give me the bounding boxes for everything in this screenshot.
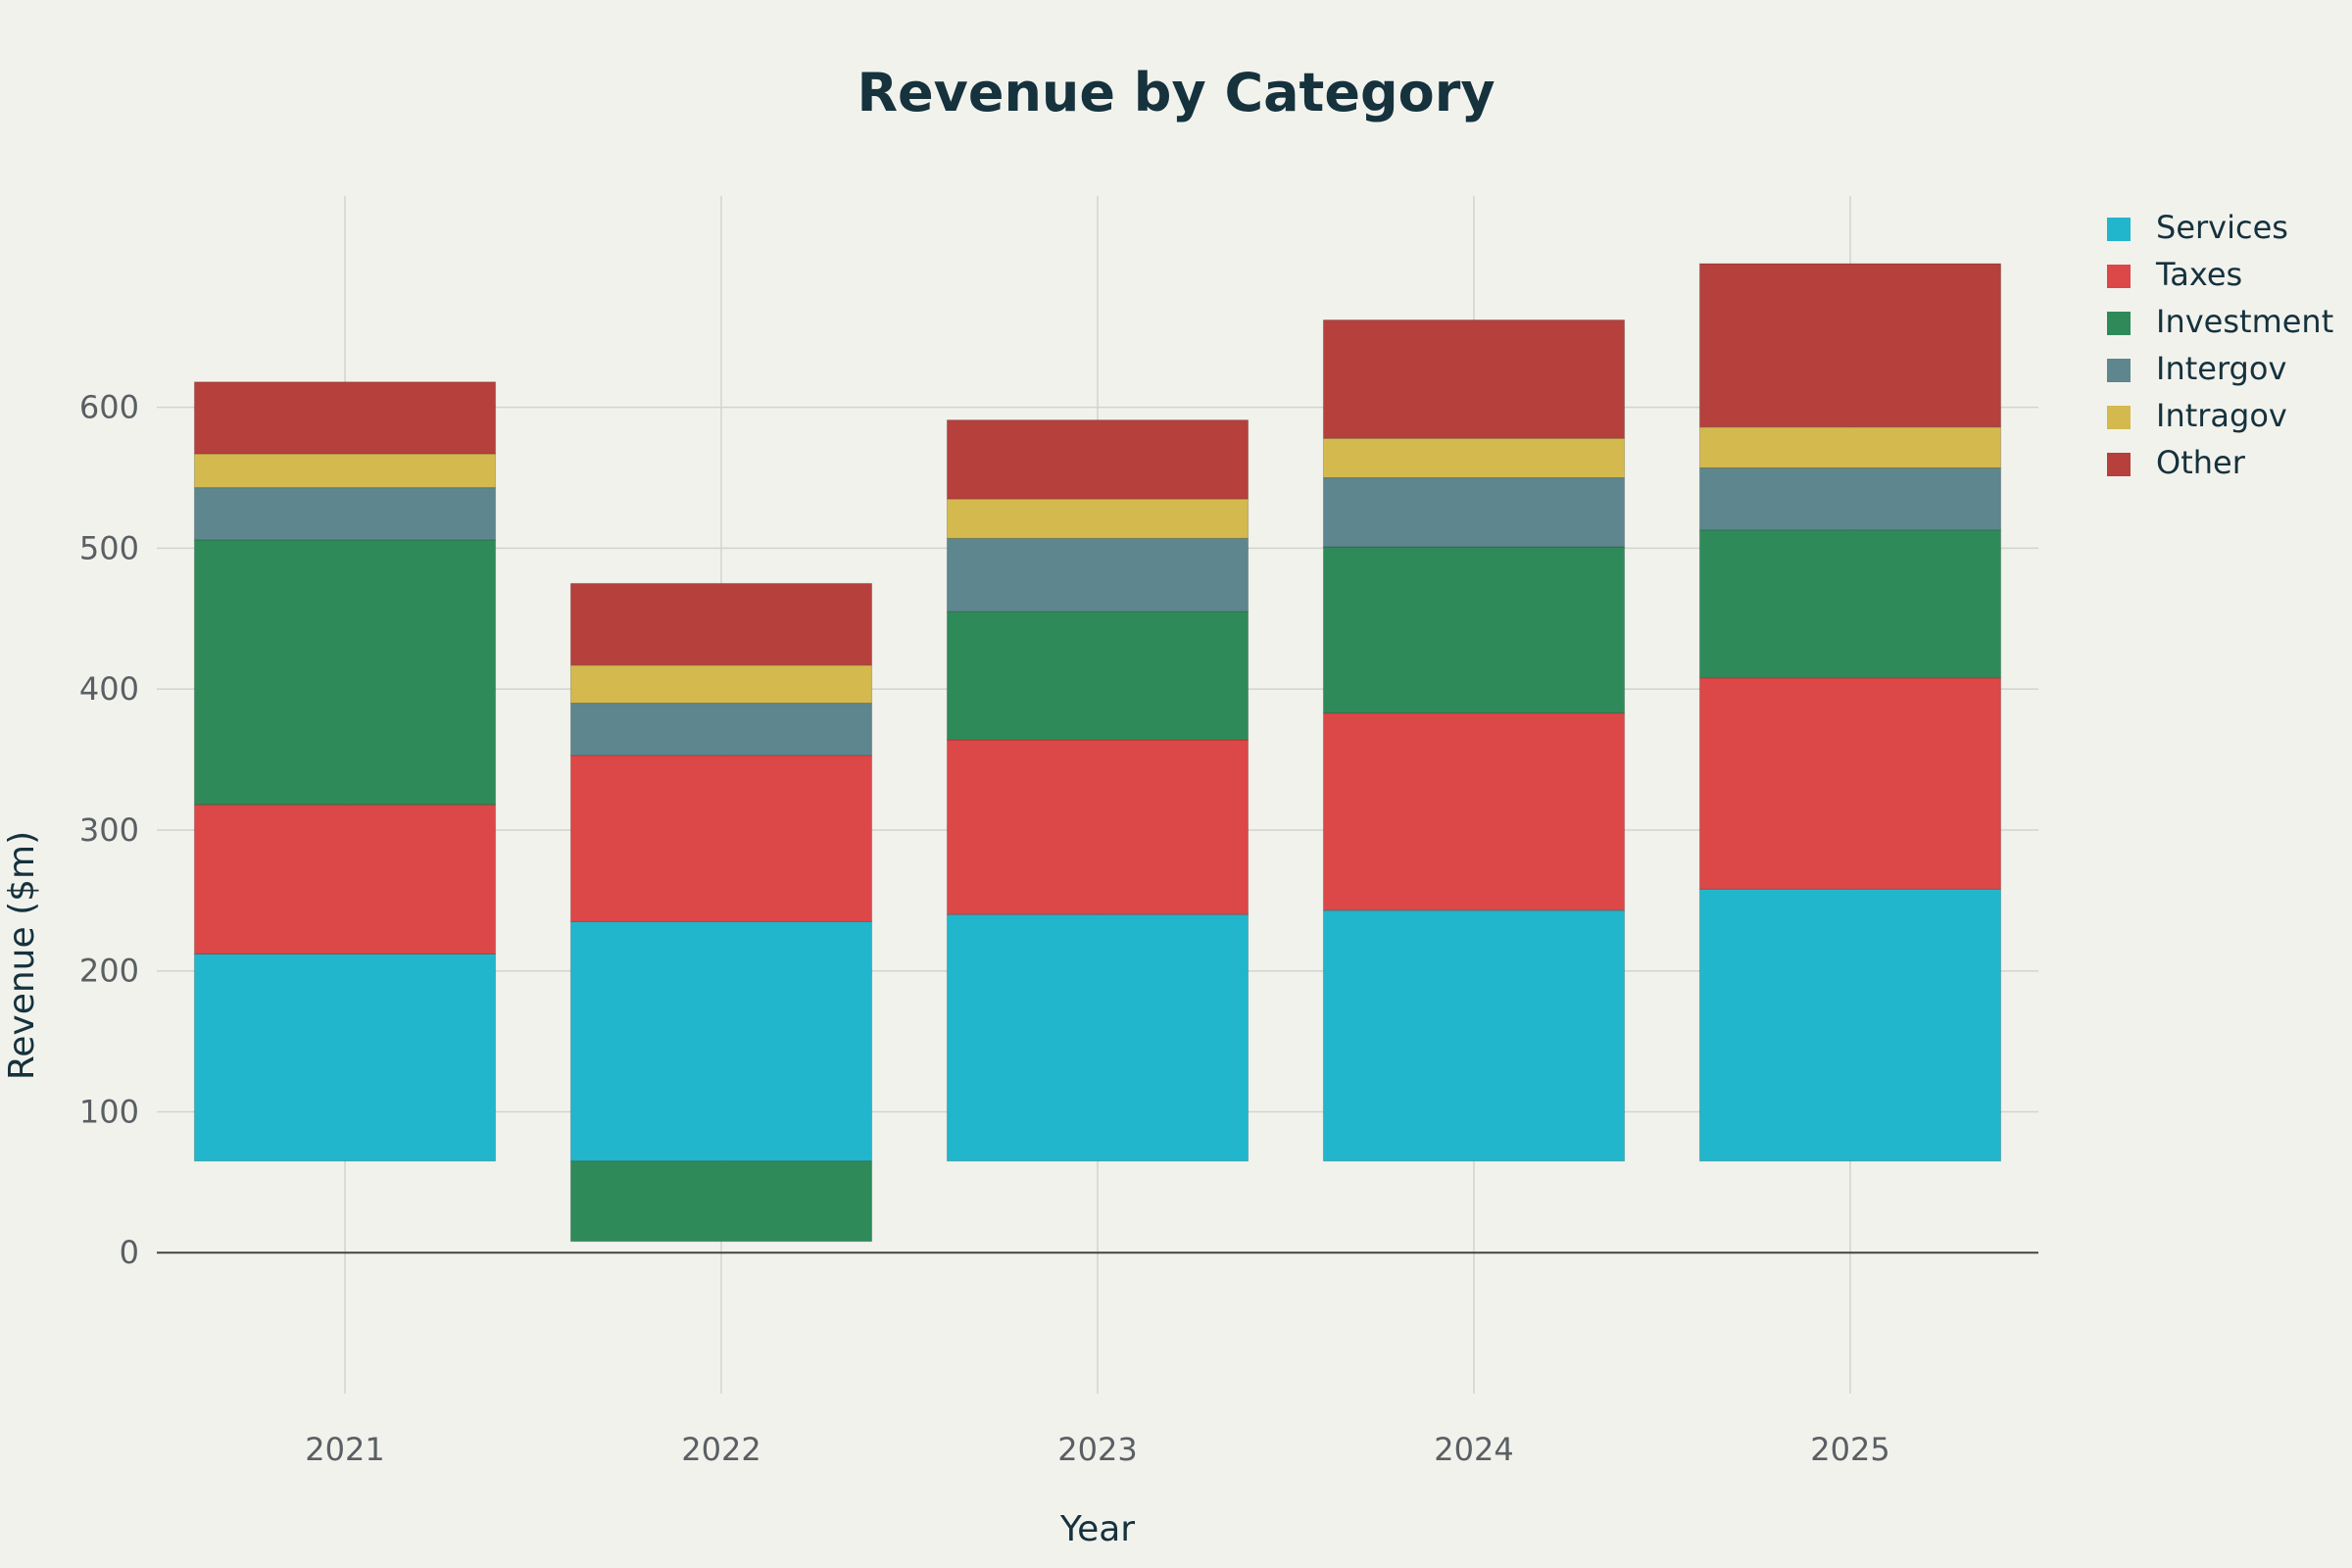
y-tick-label: 400 — [79, 670, 139, 708]
legend-label-intergov: Intergov — [2156, 350, 2286, 387]
bar-segment-intergov-2021 — [193, 487, 497, 541]
bar-segment-intergov-2024 — [1322, 477, 1626, 548]
bar-segment-services-2023 — [946, 913, 1250, 1162]
legend-label-taxes: Taxes — [2155, 256, 2242, 293]
y-tick-label: 0 — [120, 1234, 139, 1271]
bar-segment-taxes-2023 — [946, 739, 1250, 915]
x-tick-label: 2025 — [1810, 1431, 1889, 1468]
bar-segment-investment-2025 — [1698, 529, 2002, 679]
x-axis-title: Year — [1059, 1509, 1135, 1549]
bar-segment-intergov-2023 — [946, 537, 1250, 612]
bar-segment-intergov-2022 — [569, 703, 873, 757]
bar-segment-investment-2022 — [569, 1160, 873, 1243]
y-tick-label: 500 — [79, 529, 139, 566]
y-tick-label: 200 — [79, 953, 139, 990]
y-tick-label: 600 — [79, 389, 139, 426]
bar-segment-services-2022 — [569, 920, 873, 1162]
bar-segment-other-2021 — [193, 381, 497, 455]
bar-segment-taxes-2025 — [1698, 677, 2002, 890]
bar-segment-services-2025 — [1698, 888, 2002, 1162]
bars-layer — [193, 263, 2002, 1243]
bar-segment-other-2025 — [1698, 263, 2002, 428]
y-tick-label: 100 — [79, 1093, 139, 1130]
bar-segment-intragov-2022 — [569, 664, 873, 705]
chart-title: Revenue by Category — [857, 62, 1494, 123]
x-tick-label: 2024 — [1434, 1431, 1513, 1468]
y-tick-label: 300 — [79, 811, 139, 849]
bar-segment-investment-2023 — [946, 611, 1250, 741]
bar-segment-other-2022 — [569, 582, 873, 666]
bar-segment-intragov-2025 — [1698, 426, 2002, 468]
x-tick-label: 2021 — [305, 1431, 384, 1468]
legend: Services Taxes Investment Intergov Intragov O… — [2107, 209, 2333, 481]
bar-segment-intragov-2021 — [193, 453, 497, 489]
bar-segment-investment-2021 — [193, 539, 497, 806]
legend-label-investment: Investment — [2156, 303, 2333, 340]
bar-segment-services-2021 — [193, 953, 497, 1162]
legend-swatch-other — [2107, 453, 2131, 476]
bar-segment-taxes-2024 — [1322, 712, 1626, 911]
legend-swatch-taxes — [2107, 265, 2131, 288]
legend-swatch-intergov — [2107, 359, 2131, 382]
legend-label-other: Other — [2156, 444, 2246, 481]
legend-swatch-services — [2107, 218, 2131, 241]
legend-label-services: Services — [2156, 209, 2288, 246]
bar-segment-other-2024 — [1322, 319, 1626, 439]
legend-swatch-investment — [2107, 312, 2131, 335]
bar-segment-taxes-2022 — [569, 755, 873, 922]
bar-segment-services-2024 — [1322, 909, 1626, 1162]
y-axis-title: Revenue ($m) — [2, 831, 42, 1080]
axes-layer: 0 100 200 300 400 500 600 2021 2022 2023 2024 2025 — [79, 389, 2038, 1468]
legend-swatch-intragov — [2107, 406, 2131, 429]
x-tick-label: 2023 — [1057, 1431, 1137, 1468]
bar-segment-investment-2024 — [1322, 546, 1626, 714]
bar-segment-intragov-2023 — [946, 498, 1250, 539]
bar-segment-other-2023 — [946, 419, 1250, 500]
bar-segment-taxes-2021 — [193, 804, 497, 955]
legend-label-intragov: Intragov — [2156, 397, 2287, 434]
x-tick-label: 2022 — [681, 1431, 760, 1468]
bar-segment-intergov-2025 — [1698, 466, 2002, 531]
bar-segment-intragov-2024 — [1322, 437, 1626, 479]
